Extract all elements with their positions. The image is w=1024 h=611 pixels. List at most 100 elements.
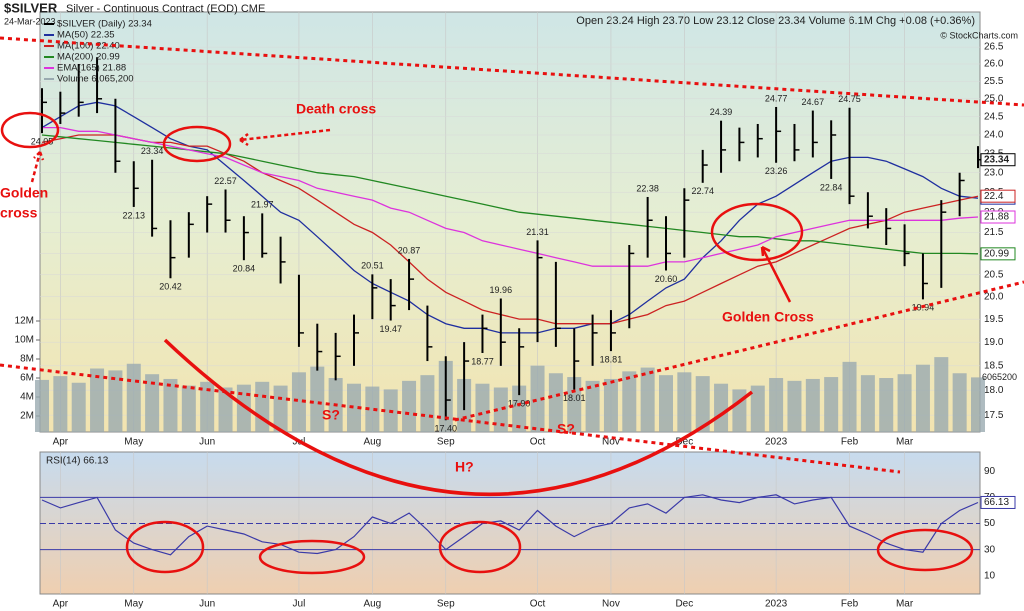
plot: AprAprMayMayJunJunJulJulAugAugSepSepOctO… — [15, 12, 1017, 610]
volume-bar — [218, 387, 233, 432]
value-box-label: 22.4 — [984, 191, 1004, 202]
x-tick-label: Apr — [53, 599, 69, 610]
volume-bar — [750, 385, 765, 432]
high-label: 23.34 — [141, 146, 164, 156]
x-tick-label: Aug — [363, 437, 381, 448]
circle — [125, 520, 205, 574]
rsi-tick-label: 90 — [984, 466, 996, 477]
y2-tick-label: 2M — [20, 411, 34, 422]
volume-bar — [71, 382, 86, 432]
symbol: $SILVER — [4, 0, 58, 15]
volume-bar — [787, 380, 802, 432]
x-tick-label: Mar — [896, 599, 914, 610]
rsi-tick-label: 30 — [984, 544, 996, 555]
volume-bar — [90, 368, 105, 432]
volume-bar — [530, 365, 545, 432]
x-tick-label: Sep — [437, 437, 455, 448]
volume-bar — [475, 383, 490, 432]
volume-bar — [897, 374, 912, 432]
annotation: S? — [557, 421, 575, 437]
y2-tick-label: 12M — [15, 316, 34, 327]
circle — [162, 125, 232, 163]
y-tick-label: 19.5 — [984, 314, 1004, 325]
volume-bar — [200, 381, 215, 432]
instrument-name: Silver - Continuous Contract (EOD) CME — [66, 3, 265, 15]
x-tick-label: Feb — [841, 599, 859, 610]
value-box — [980, 153, 1016, 167]
low-label: 22.74 — [691, 186, 714, 196]
high-label: 21.97 — [251, 200, 274, 210]
x-tick-label: Feb — [841, 437, 859, 448]
x-tick-label: Oct — [530, 599, 546, 610]
legend-label: MA(100) 22.40 — [57, 41, 120, 52]
x-tick-label: Nov — [602, 437, 620, 448]
rsi-tick-label: 50 — [984, 518, 996, 529]
low-label: 24.05 — [31, 137, 54, 147]
low-label: 18.81 — [600, 354, 623, 364]
volume-bar — [273, 385, 288, 432]
y-tick-label: 20.5 — [984, 269, 1004, 280]
high-label: 22.57 — [214, 176, 237, 186]
ma-line — [41, 134, 979, 325]
value-box-label: 66.13 — [984, 497, 1009, 508]
volume-bar — [603, 378, 618, 432]
volume-bar — [310, 366, 325, 432]
y-tick-label: 21.5 — [984, 227, 1004, 238]
y-tick-label: 20.0 — [984, 291, 1004, 302]
low-label: 22.13 — [122, 210, 145, 220]
volume-bar — [640, 367, 655, 432]
volume-bar — [255, 381, 270, 432]
circle — [710, 202, 804, 262]
volume-bar — [420, 375, 435, 432]
volume-bar — [824, 377, 839, 432]
circle — [876, 528, 974, 572]
arrow — [239, 128, 331, 147]
legend-label: Volume 6,065,200 — [57, 74, 134, 85]
rsi-tick-label: 10 — [984, 570, 996, 581]
circle — [0, 111, 60, 149]
rsi-line — [41, 494, 979, 556]
support-line — [454, 280, 1024, 422]
volume-bar — [53, 376, 68, 432]
volume-bar — [695, 376, 710, 432]
date: 24-Mar-2023 — [4, 16, 56, 26]
volume-bar — [402, 380, 417, 432]
copyright: © StockCharts.com — [940, 30, 1018, 40]
x-tick-label: Dec — [675, 599, 693, 610]
x-tick-label: May — [124, 437, 143, 448]
y-tick-label: 23.0 — [984, 167, 1004, 178]
x-tick-label: Dec — [675, 437, 693, 448]
volume-bar — [548, 373, 563, 432]
x-tick-label: May — [124, 599, 143, 610]
ma-line — [41, 134, 979, 255]
y-tick-label: 17.5 — [984, 410, 1004, 421]
volume-bar — [971, 377, 985, 432]
low-label: 23.26 — [765, 166, 788, 176]
y2-tick-label: 4M — [20, 392, 34, 403]
volume-bar — [622, 371, 637, 432]
annotation: S? — [322, 407, 340, 423]
y-tick-label: 25.5 — [984, 76, 1004, 87]
legend-label: EMA(165) 21.88 — [57, 63, 126, 74]
high-label: 19.96 — [490, 285, 513, 295]
y2-tick-label: 8M — [20, 354, 34, 365]
x-tick-label: 2023 — [765, 599, 788, 610]
volume-bar — [567, 377, 582, 432]
volume-bar — [769, 378, 784, 432]
volume-bar — [585, 380, 600, 432]
volume-bar — [860, 375, 875, 432]
volume-bar — [347, 383, 361, 432]
x-tick-label: Sep — [437, 599, 455, 610]
value-box-label: 21.88 — [984, 212, 1009, 223]
x-tick-label: Mar — [896, 437, 914, 448]
volume-bar — [493, 387, 508, 432]
x-tick-label: Jun — [199, 599, 215, 610]
legend-label: $SILVER (Daily) 23.34 — [57, 19, 152, 30]
low-label: 19.47 — [379, 324, 402, 334]
value-box-label: 20.99 — [984, 248, 1009, 259]
high-label: 21.31 — [526, 227, 549, 237]
x-tick-label: Nov — [602, 599, 620, 610]
circle — [438, 520, 522, 574]
